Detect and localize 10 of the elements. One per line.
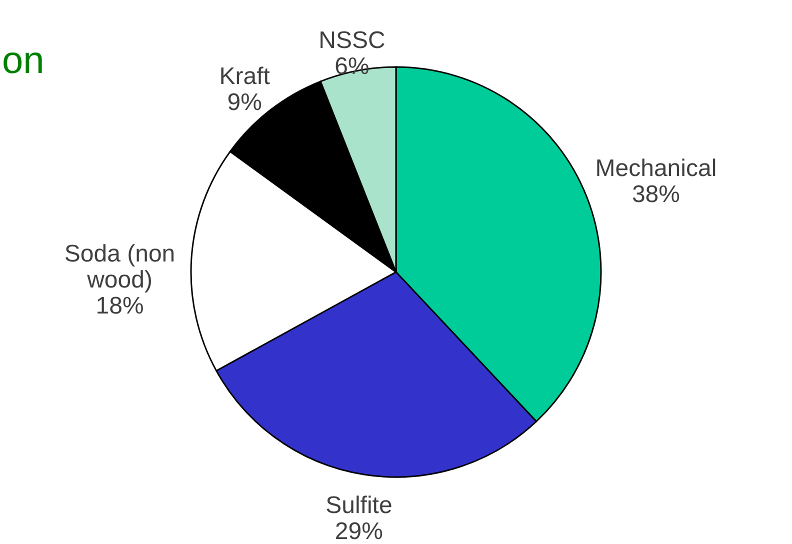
- slice-label: NSSC: [318, 27, 386, 54]
- slice-label: Mechanical: [595, 155, 717, 182]
- data-label: 38%: [632, 181, 680, 208]
- slice-label: Kraft: [219, 62, 270, 90]
- slice-label: Soda (non wood): [64, 240, 176, 294]
- data-label: 29%: [334, 518, 383, 544]
- data-label: 9%: [227, 88, 262, 116]
- slice-label: Sulfite: [326, 492, 392, 520]
- data-label: 18%: [96, 292, 144, 320]
- chart-title: on: [2, 40, 44, 82]
